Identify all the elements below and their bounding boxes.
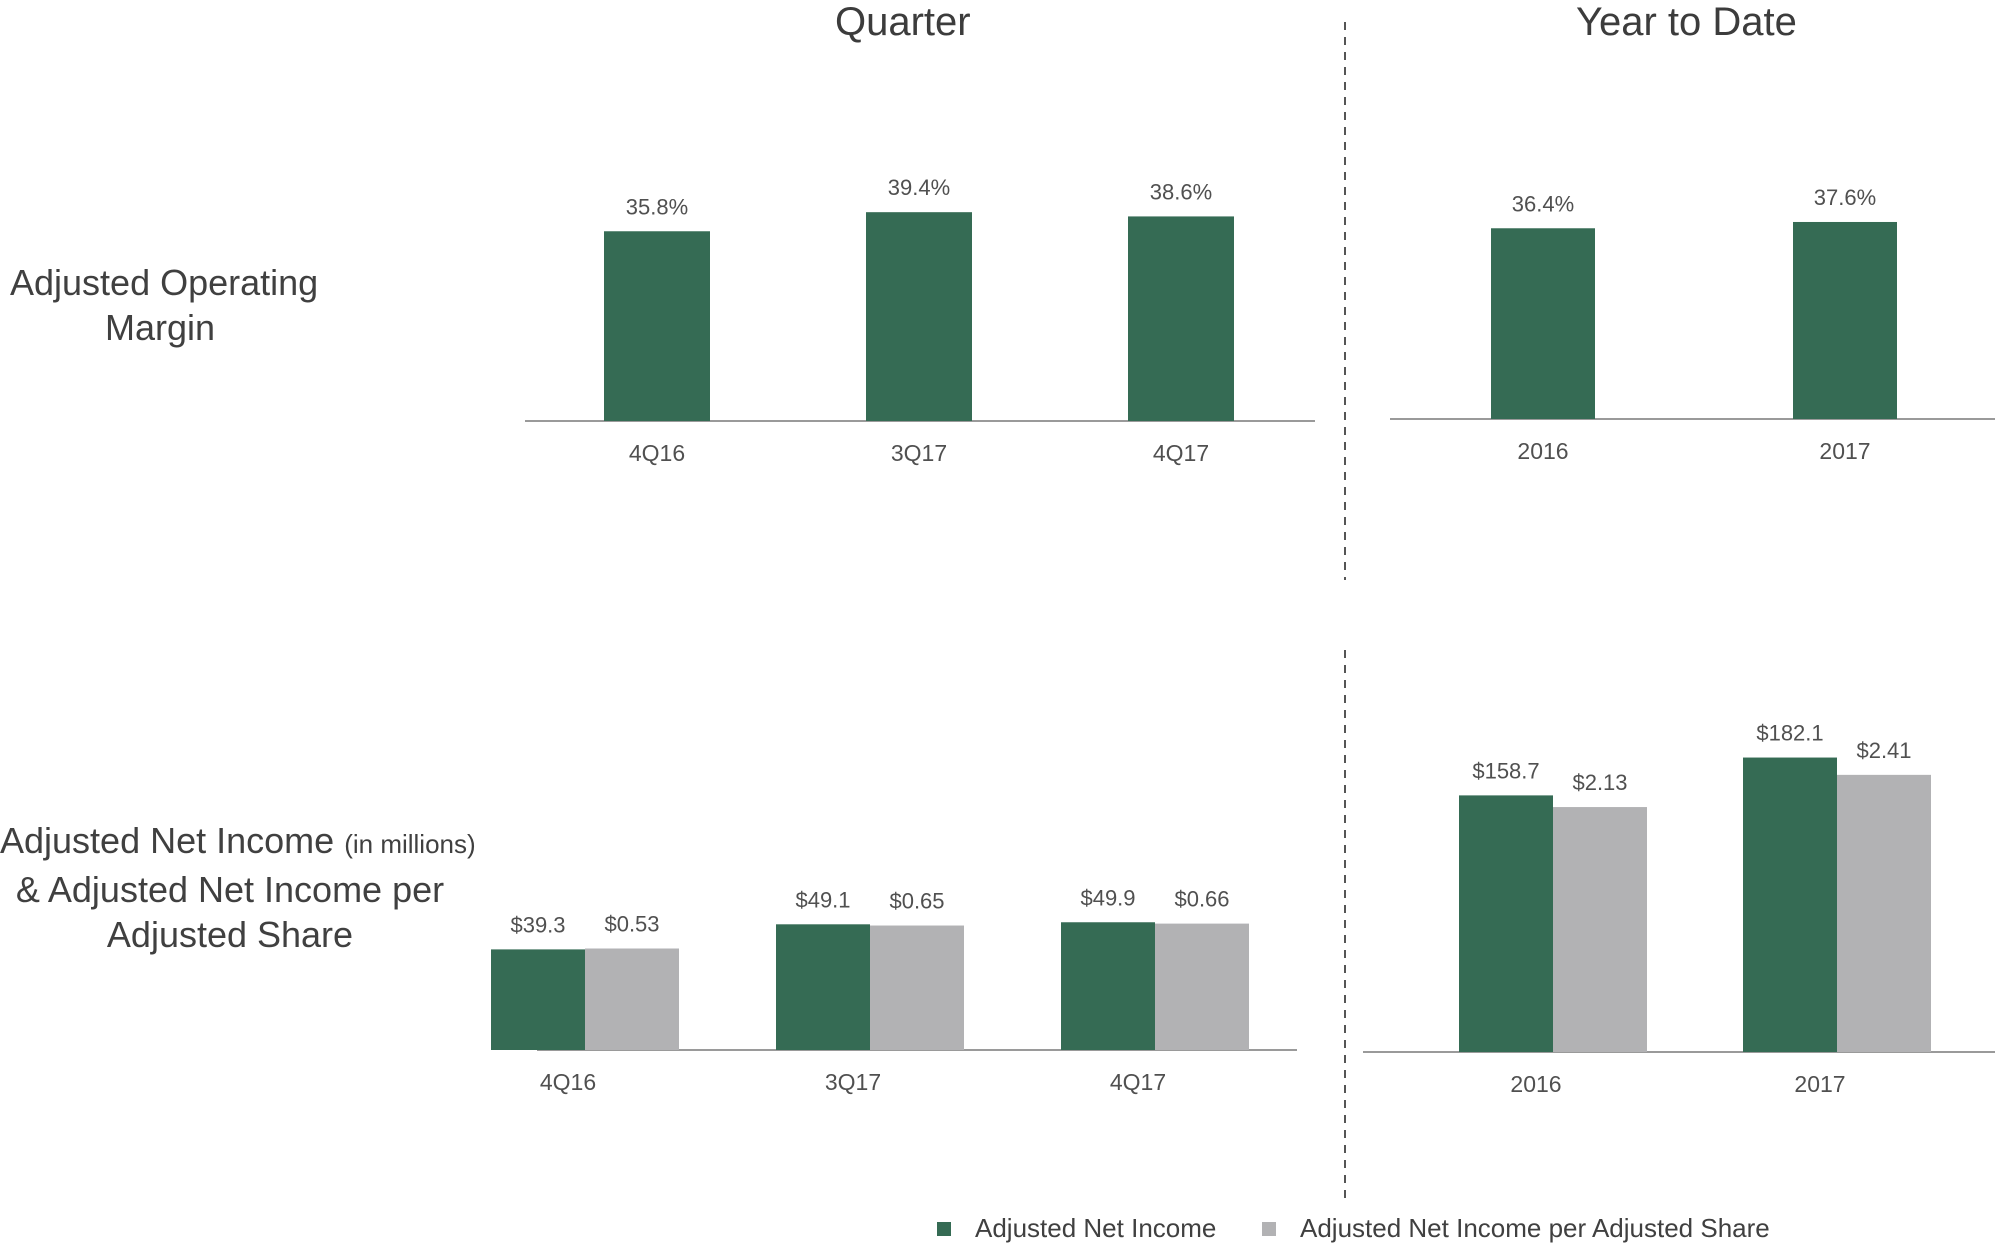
x-tick-label: 2017 xyxy=(1819,438,1870,464)
data-label: $49.9 xyxy=(1080,885,1135,910)
x-tick-label: 4Q17 xyxy=(1153,440,1209,466)
data-label: 36.4% xyxy=(1512,191,1574,216)
row-label-margin-line1: Adjusted Operating xyxy=(10,262,319,303)
row-label-net-income-suffix: (in millions) xyxy=(344,829,476,859)
row-label-net-income-main: Adjusted Net Income xyxy=(0,820,335,861)
data-label: $2.41 xyxy=(1856,738,1911,763)
row-label-net-income-line3: Adjusted Share xyxy=(106,914,354,955)
x-tick-label: 4Q17 xyxy=(1110,1069,1166,1095)
x-tick-label: 4Q16 xyxy=(540,1069,596,1095)
data-label: 38.6% xyxy=(1150,179,1212,204)
bar xyxy=(1459,795,1553,1052)
data-label: 35.8% xyxy=(626,194,688,219)
bar xyxy=(1793,221,1897,419)
bar xyxy=(1553,807,1647,1052)
bar xyxy=(491,949,585,1050)
data-label: $39.3 xyxy=(510,912,565,937)
bar xyxy=(1128,216,1234,421)
heading-quarter: Quarter xyxy=(835,0,971,44)
legend-label-per-share: Adjusted Net Income per Adjusted Share xyxy=(1300,1213,1770,1243)
data-label: $0.53 xyxy=(604,912,659,937)
x-tick-label: 3Q17 xyxy=(891,440,947,466)
data-label: $0.65 xyxy=(889,889,944,914)
row-label-net-income-line2: & Adjusted Net Income per xyxy=(15,869,445,910)
bar xyxy=(1491,228,1595,419)
row-label-margin: Adjusted Operating Margin xyxy=(10,260,319,350)
x-tick-label: 2016 xyxy=(1510,1071,1561,1097)
row-label-net-income-line1: Adjusted Net Income (in millions) xyxy=(0,818,476,867)
heading-ytd: Year to Date xyxy=(1576,0,1797,44)
bar xyxy=(1837,774,1931,1052)
legend-swatch-per-share xyxy=(1262,1221,1276,1236)
data-label: $182.1 xyxy=(1756,721,1823,746)
x-tick-label: 2016 xyxy=(1517,438,1568,464)
legend-item-net-income: Adjusted Net Income xyxy=(937,1213,1216,1244)
data-label: $158.7 xyxy=(1472,758,1539,783)
bar xyxy=(866,212,972,421)
data-label: $0.66 xyxy=(1174,887,1229,912)
legend-item-per-share: Adjusted Net Income per Adjusted Share xyxy=(1262,1213,1770,1244)
x-tick-label: 3Q17 xyxy=(825,1069,881,1095)
legend-swatch-net-income xyxy=(937,1221,951,1236)
row-label-margin-line2: Margin xyxy=(104,307,216,348)
bar xyxy=(870,925,964,1050)
data-label: 39.4% xyxy=(888,175,950,200)
row-label-net-income: Adjusted Net Income (in millions) & Adju… xyxy=(0,818,476,957)
bar xyxy=(1155,923,1249,1050)
bar xyxy=(1061,922,1155,1050)
bar xyxy=(604,231,710,421)
data-label: 37.6% xyxy=(1814,185,1876,210)
data-label: $49.1 xyxy=(795,887,850,912)
bar xyxy=(1743,757,1837,1052)
legend-label-net-income: Adjusted Net Income xyxy=(975,1213,1217,1243)
x-tick-label: 4Q16 xyxy=(629,440,685,466)
bar xyxy=(776,924,870,1050)
x-tick-label: 2017 xyxy=(1794,1071,1845,1097)
data-label: $2.13 xyxy=(1572,770,1627,795)
bar xyxy=(585,948,679,1050)
